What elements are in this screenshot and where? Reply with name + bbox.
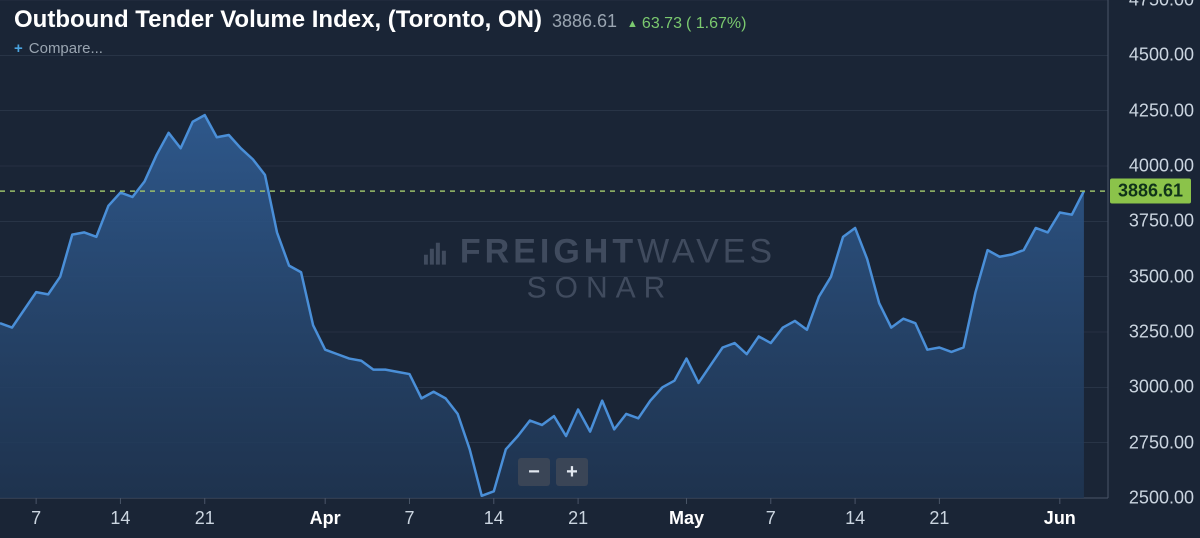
- x-tick-label: 21: [568, 508, 588, 529]
- chart-root: Outbound Tender Volume Index, (Toronto, …: [0, 0, 1200, 538]
- y-tick-label: 4750.00: [1129, 0, 1194, 11]
- y-tick-label: 2500.00: [1129, 488, 1194, 509]
- x-tick-label: 7: [766, 508, 776, 529]
- y-tick-label: 4000.00: [1129, 156, 1194, 177]
- x-tick-label: 7: [31, 508, 41, 529]
- chart-current-value: 3886.61: [552, 11, 617, 32]
- x-tick-label: 14: [110, 508, 130, 529]
- arrow-up-icon: ▲: [627, 18, 638, 30]
- chart-header: Outbound Tender Volume Index, (Toronto, …: [14, 6, 746, 34]
- compare-label: Compare...: [29, 40, 103, 57]
- x-tick-label: 21: [195, 508, 215, 529]
- x-tick-label: Jun: [1044, 508, 1076, 529]
- zoom-in-button[interactable]: +: [556, 458, 588, 486]
- chart-plot[interactable]: [0, 0, 1200, 538]
- delta-percent: ( 1.67%): [686, 15, 746, 33]
- plus-icon: +: [14, 40, 23, 57]
- zoom-controls: − +: [518, 458, 588, 486]
- x-tick-label: 7: [404, 508, 414, 529]
- x-tick-label: 14: [845, 508, 865, 529]
- x-tick-label: 21: [929, 508, 949, 529]
- x-tick-label: Apr: [310, 508, 341, 529]
- zoom-out-button[interactable]: −: [518, 458, 550, 486]
- x-tick-label: 14: [484, 508, 504, 529]
- delta-value: 63.73: [642, 15, 682, 33]
- y-tick-label: 4500.00: [1129, 45, 1194, 66]
- x-tick-label: May: [669, 508, 704, 529]
- y-tick-label: 3000.00: [1129, 377, 1194, 398]
- compare-button[interactable]: + Compare...: [14, 40, 103, 57]
- chart-delta: ▲ 63.73 ( 1.67%): [627, 15, 746, 33]
- y-tick-label: 4250.00: [1129, 100, 1194, 121]
- y-tick-label: 3750.00: [1129, 211, 1194, 232]
- current-value-badge: 3886.61: [1110, 179, 1191, 204]
- y-tick-label: 2750.00: [1129, 432, 1194, 453]
- y-tick-label: 3250.00: [1129, 322, 1194, 343]
- y-tick-label: 3500.00: [1129, 266, 1194, 287]
- chart-title: Outbound Tender Volume Index, (Toronto, …: [14, 6, 542, 34]
